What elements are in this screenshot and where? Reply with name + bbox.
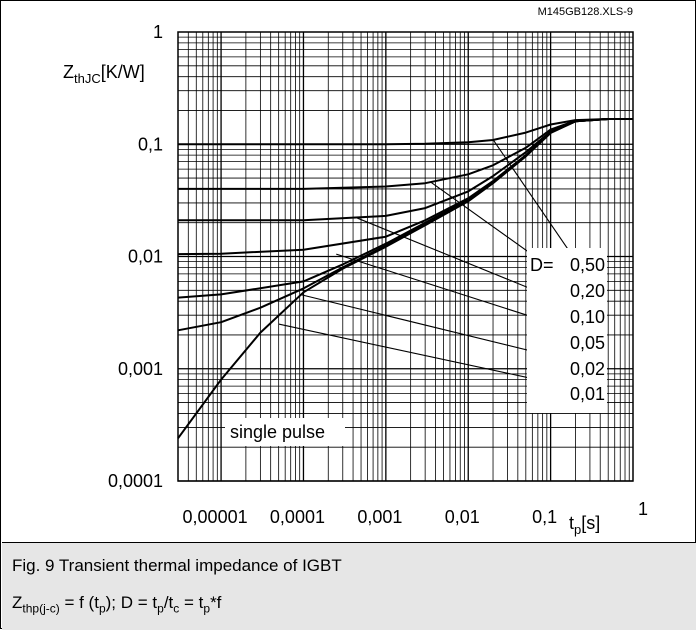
caption-formula: Zthp(j-c) = f (tp); D = tp/tc = tp*f — [12, 593, 221, 615]
legend-value: 0,02 — [570, 359, 605, 379]
legend-value: 0,50 — [570, 255, 605, 275]
x-axis-label-unit: [s] — [581, 513, 600, 533]
y-tick-label: 0,01 — [128, 247, 163, 267]
formula-p-sub-3: p — [203, 601, 211, 616]
duty-cycle-lines — [278, 139, 568, 387]
legend-value: 0,10 — [570, 307, 605, 327]
formula-p-sub-1: p — [98, 601, 106, 616]
formula-part-4: = t — [179, 593, 204, 612]
y-tick-label: 0,001 — [118, 359, 163, 379]
single-pulse-label: single pulse — [230, 422, 325, 442]
y-axis-label-unit: [K/W] — [101, 62, 145, 82]
x-tick-label: 0,0001 — [270, 507, 325, 527]
label-backgrounds — [225, 248, 607, 446]
duty-line — [299, 293, 568, 361]
formula-part-3: /t — [163, 593, 174, 612]
y-axis-label-base: Z — [63, 62, 74, 82]
legend-value: 0,01 — [570, 384, 605, 404]
file-id-label: M145GB128.XLS-9 — [538, 6, 633, 18]
x-tick-label: 0,1 — [532, 507, 557, 527]
y-axis-label: ZthJC[K/W] — [63, 62, 145, 86]
x-tick-label: 0,01 — [445, 507, 480, 527]
formula-part-2: ); D = t — [105, 593, 158, 612]
duty-line — [492, 139, 568, 249]
x-tick-label: 1 — [638, 499, 648, 519]
y-tick-label: 0,0001 — [108, 471, 163, 491]
duty-line — [278, 323, 568, 387]
x-axis-label-base: t — [569, 513, 574, 533]
formula-z-sub: thp(j-c) — [22, 601, 60, 616]
x-tick-label: 0,00001 — [183, 507, 248, 527]
formula-part-5: *f — [210, 593, 222, 612]
y-tick-label: 1 — [153, 22, 163, 42]
tick-labels: 0,00001 0,0001 0,001 0,01 0,1 1 0,0001 0,001 0,0… — [108, 22, 648, 527]
legend: 0,50 0,20 0,10 0,05 0,02 0,01 — [570, 255, 605, 404]
x-tick-label: 0,001 — [357, 507, 402, 527]
x-axis-label: tp[s] — [569, 513, 600, 537]
legend-value: 0,05 — [570, 333, 605, 353]
single-pulse-background — [225, 418, 345, 446]
x-axis-label-sub: p — [574, 522, 581, 537]
legend-value: 0,20 — [570, 281, 605, 301]
y-axis-label-sub: thJC — [74, 71, 101, 86]
series-curves — [177, 118, 633, 439]
y-tick-label: 0,1 — [138, 134, 163, 154]
plot-area-border — [177, 31, 634, 482]
caption-title: Fig. 9 Transient thermal impedance of IG… — [12, 556, 342, 575]
series-curve — [177, 118, 633, 439]
formula-p-sub-2: p — [157, 601, 164, 616]
formula-c-sub: c — [173, 601, 180, 616]
formula-part-1: = f (t — [59, 593, 99, 612]
figure-caption: Fig. 9 Transient thermal impedance of IG… — [2, 542, 696, 630]
grid — [177, 32, 633, 482]
formula-z: Z — [12, 593, 23, 612]
chart: 0,00001 0,0001 0,001 0,01 0,1 1 0,0001 0,001 0,0… — [63, 6, 648, 537]
legend-background — [527, 248, 607, 413]
legend-title: D= — [530, 255, 554, 275]
